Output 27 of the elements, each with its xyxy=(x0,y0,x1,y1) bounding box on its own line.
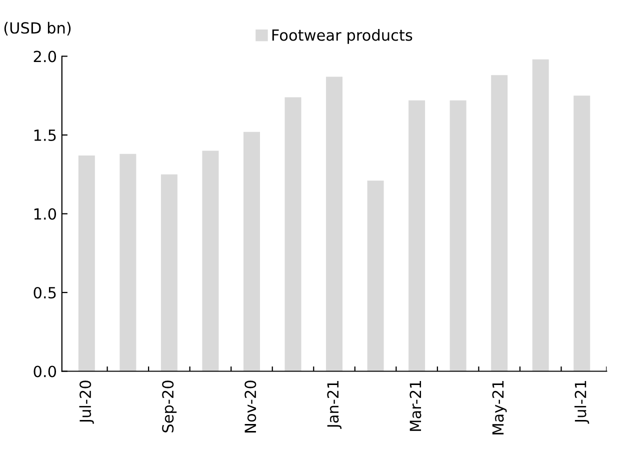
y-tick-label: 1.0 xyxy=(34,208,56,220)
x-tick-label: Mar-21 xyxy=(410,380,422,431)
x-tick-label: Sep-20 xyxy=(162,380,177,432)
x-tick-label: Jul-21 xyxy=(574,380,590,424)
bar xyxy=(243,132,260,372)
x-tick-label: May-21 xyxy=(492,380,507,434)
y-tick-label: 1.5 xyxy=(34,130,56,142)
y-tick-label: 0.0 xyxy=(34,366,56,378)
y-axis-title: (USD bn) xyxy=(4,22,71,36)
bar xyxy=(326,76,343,372)
bar xyxy=(491,75,508,372)
y-tick-label: 0.5 xyxy=(34,286,56,299)
bar xyxy=(120,154,136,372)
y-tick-label: 2.0 xyxy=(34,50,56,62)
bar xyxy=(574,96,590,372)
bar xyxy=(202,150,219,372)
x-tick-label: Nov-20 xyxy=(244,380,256,432)
legend-label: Footwear products xyxy=(272,29,412,44)
bar xyxy=(160,174,178,372)
bar xyxy=(367,180,384,372)
bar xyxy=(532,59,549,372)
bar xyxy=(408,100,426,372)
x-tick-label: Jul-20 xyxy=(79,380,94,424)
bar xyxy=(78,155,95,372)
bar xyxy=(450,100,466,372)
bar xyxy=(284,97,302,372)
x-tick-label: Jan-21 xyxy=(327,380,342,429)
